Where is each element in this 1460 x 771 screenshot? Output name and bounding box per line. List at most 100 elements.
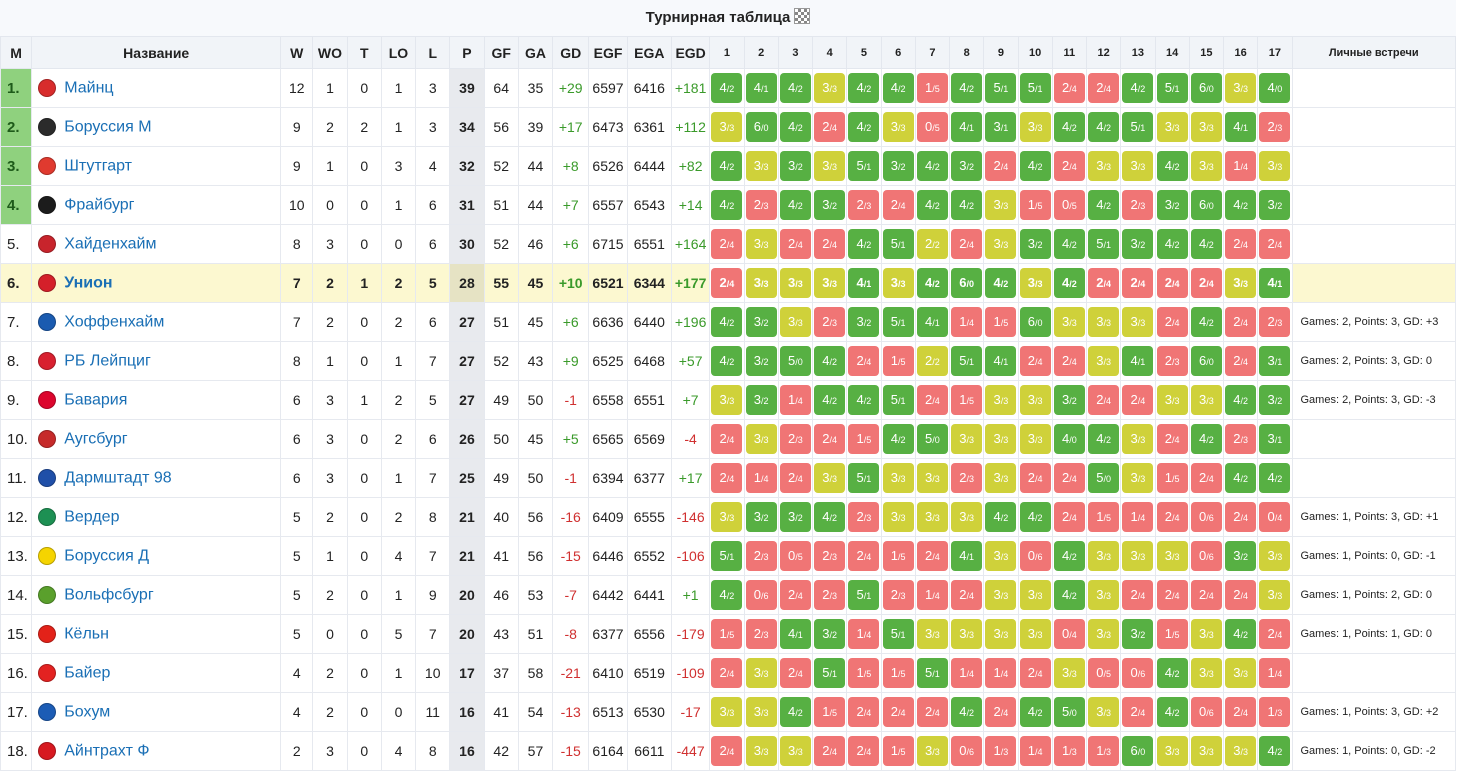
match-result-badge[interactable]: 5/0 <box>779 346 811 376</box>
match-result-badge[interactable]: 4/2 <box>1156 697 1188 727</box>
match-result-badge[interactable]: 0/4 <box>1053 619 1085 649</box>
team-name-link[interactable]: Кёльн <box>64 625 109 643</box>
match-result-badge[interactable]: 1/3 <box>1259 697 1291 727</box>
match-result-badge[interactable]: 3/3 <box>951 424 983 454</box>
match-result-badge[interactable]: 6/0 <box>951 268 983 298</box>
match-result-badge[interactable]: 3/2 <box>882 151 914 181</box>
match-result-badge[interactable]: 0/6 <box>1190 541 1222 571</box>
match-result-badge[interactable]: 2/3 <box>745 541 777 571</box>
match-result-badge[interactable]: 3/2 <box>745 385 777 415</box>
match-result-badge[interactable]: 2/4 <box>814 736 846 766</box>
match-result-badge[interactable]: 2/4 <box>711 736 743 766</box>
match-result-badge[interactable]: 5/1 <box>882 385 914 415</box>
match-result-badge[interactable]: 5/1 <box>848 463 880 493</box>
match-result-badge[interactable]: 5/1 <box>1019 73 1051 103</box>
match-result-badge[interactable]: 4/2 <box>951 73 983 103</box>
match-result-badge[interactable]: 4/2 <box>1190 307 1222 337</box>
team-name-link[interactable]: Дармштадт 98 <box>64 469 172 487</box>
match-result-badge[interactable]: 2/4 <box>1019 658 1051 688</box>
match-result-badge[interactable]: 4/1 <box>1259 268 1291 298</box>
team-name-link[interactable]: Айнтрахт Ф <box>64 742 150 760</box>
match-result-badge[interactable]: 4/2 <box>1225 190 1257 220</box>
match-result-badge[interactable]: 4/2 <box>1053 268 1085 298</box>
match-result-badge[interactable]: 1/5 <box>1156 619 1188 649</box>
match-result-badge[interactable]: 2/4 <box>1156 268 1188 298</box>
match-result-badge[interactable]: 3/3 <box>711 112 743 142</box>
match-result-badge[interactable]: 3/3 <box>1122 463 1154 493</box>
match-result-badge[interactable]: 2/2 <box>916 346 948 376</box>
match-result-badge[interactable]: 4/2 <box>985 502 1017 532</box>
match-result-badge[interactable]: 1/5 <box>711 619 743 649</box>
match-result-badge[interactable]: 3/1 <box>985 112 1017 142</box>
match-result-badge[interactable]: 3/3 <box>1225 736 1257 766</box>
match-result-badge[interactable]: 3/3 <box>1225 268 1257 298</box>
match-result-badge[interactable]: 3/2 <box>779 502 811 532</box>
match-result-badge[interactable]: 2/4 <box>882 190 914 220</box>
match-result-badge[interactable]: 2/4 <box>779 658 811 688</box>
match-result-badge[interactable]: 1/5 <box>882 541 914 571</box>
match-result-badge[interactable]: 3/3 <box>1088 307 1120 337</box>
match-result-badge[interactable]: 2/4 <box>1019 346 1051 376</box>
match-result-badge[interactable]: 3/3 <box>882 463 914 493</box>
match-result-badge[interactable]: 4/1 <box>779 619 811 649</box>
match-result-badge[interactable]: 4/2 <box>1053 580 1085 610</box>
header-name[interactable]: Название <box>31 36 282 69</box>
match-result-badge[interactable]: 3/2 <box>1122 229 1154 259</box>
match-result-badge[interactable]: 3/3 <box>1019 268 1051 298</box>
match-result-badge[interactable]: 4/2 <box>1225 385 1257 415</box>
match-result-badge[interactable]: 4/2 <box>1088 190 1120 220</box>
match-result-badge[interactable]: 3/2 <box>745 346 777 376</box>
header-matchday[interactable]: 4 <box>811 36 848 69</box>
header-matchday[interactable]: 14 <box>1154 36 1190 69</box>
match-result-badge[interactable]: 2/3 <box>745 190 777 220</box>
match-result-badge[interactable]: 2/4 <box>1053 151 1085 181</box>
match-result-badge[interactable]: 0/4 <box>1259 502 1291 532</box>
match-result-badge[interactable]: 3/3 <box>1156 541 1188 571</box>
match-result-badge[interactable]: 6/0 <box>1190 346 1222 376</box>
match-result-badge[interactable]: 3/2 <box>1225 541 1257 571</box>
match-result-badge[interactable]: 5/1 <box>1156 73 1188 103</box>
match-result-badge[interactable]: 1/5 <box>848 658 880 688</box>
team-name-link[interactable]: Аугсбург <box>64 430 128 448</box>
header-ega[interactable]: EGA <box>626 36 672 69</box>
header-w[interactable]: W <box>280 36 314 69</box>
match-result-badge[interactable]: 3/1 <box>1259 424 1291 454</box>
match-result-badge[interactable]: 3/3 <box>779 736 811 766</box>
match-result-badge[interactable]: 2/4 <box>1190 463 1222 493</box>
match-result-badge[interactable]: 6/0 <box>1019 307 1051 337</box>
match-result-badge[interactable]: 3/3 <box>985 619 1017 649</box>
team-name-link[interactable]: Боруссия Д <box>64 547 150 565</box>
match-result-badge[interactable]: 1/3 <box>985 736 1017 766</box>
match-result-badge[interactable]: 4/2 <box>916 268 948 298</box>
match-result-badge[interactable]: 2/3 <box>745 619 777 649</box>
match-result-badge[interactable]: 4/2 <box>814 385 846 415</box>
header-pos[interactable]: M <box>0 36 33 69</box>
match-result-badge[interactable]: 3/3 <box>779 268 811 298</box>
match-result-badge[interactable]: 1/5 <box>1156 463 1188 493</box>
header-gf[interactable]: GF <box>483 36 519 69</box>
header-matchday[interactable]: 8 <box>948 36 985 69</box>
match-result-badge[interactable]: 5/1 <box>916 658 948 688</box>
match-result-badge[interactable]: 2/4 <box>1156 424 1188 454</box>
match-result-badge[interactable]: 3/3 <box>916 463 948 493</box>
match-result-badge[interactable]: 3/3 <box>882 112 914 142</box>
match-result-badge[interactable]: 3/3 <box>951 502 983 532</box>
match-result-badge[interactable]: 4/2 <box>779 73 811 103</box>
team-name-link[interactable]: Байер <box>64 664 111 682</box>
header-matchday[interactable]: 9 <box>983 36 1019 69</box>
match-result-badge[interactable]: 3/3 <box>814 268 846 298</box>
match-result-badge[interactable]: 4/2 <box>1053 541 1085 571</box>
match-result-badge[interactable]: 2/4 <box>951 580 983 610</box>
match-result-badge[interactable]: 3/3 <box>1053 307 1085 337</box>
match-result-badge[interactable]: 2/4 <box>1259 229 1291 259</box>
match-result-badge[interactable]: 4/2 <box>1259 463 1291 493</box>
match-result-badge[interactable]: 1/3 <box>1088 736 1120 766</box>
header-l[interactable]: L <box>415 36 451 69</box>
match-result-badge[interactable]: 5/1 <box>882 229 914 259</box>
match-result-badge[interactable]: 3/3 <box>1190 619 1222 649</box>
match-result-badge[interactable]: 3/3 <box>711 385 743 415</box>
match-result-badge[interactable]: 2/3 <box>848 502 880 532</box>
match-result-badge[interactable]: 3/2 <box>1259 385 1291 415</box>
match-result-badge[interactable]: 0/5 <box>1053 190 1085 220</box>
match-result-badge[interactable]: 2/4 <box>1122 697 1154 727</box>
